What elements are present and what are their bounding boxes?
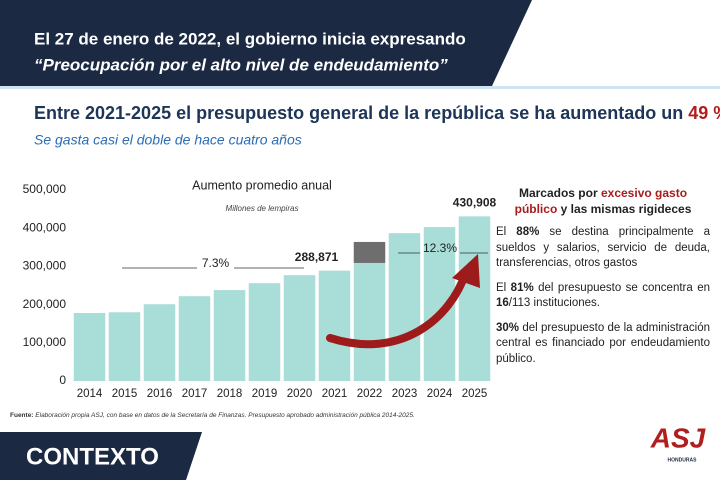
bar (353, 241, 386, 263)
bar (73, 313, 106, 381)
bar (108, 312, 141, 381)
x-tick-label: 2024 (427, 388, 453, 400)
bar (353, 262, 386, 381)
arrow-head (452, 254, 480, 288)
x-tick-label: 2023 (392, 388, 418, 400)
x-tick-label: 2025 (462, 388, 488, 400)
y-tick-label: 500,000 (23, 182, 67, 196)
annotation: 7.3% (202, 256, 230, 270)
header-banner (0, 0, 532, 86)
section-banner (0, 432, 202, 480)
section-label: CONTEXTO (26, 443, 159, 470)
bar (178, 296, 211, 381)
header-line2: “Preocupación por el alto nivel de endeu… (34, 55, 448, 74)
source-text: Elaboración propia ASJ, con base en dato… (33, 412, 415, 419)
arrow (326, 268, 470, 349)
x-tick-label: 2014 (77, 388, 103, 400)
text: /113 instituciones. (508, 297, 600, 310)
figure: 30% (496, 321, 520, 334)
source: Fuente: Elaboración propia ASJ, con base… (10, 412, 415, 419)
subtitle: Se gasta casi el doble de hace cuatro añ… (34, 132, 302, 148)
value-label: 288,871 (295, 250, 339, 264)
bar (388, 233, 421, 381)
point: El 81% del presupuesto se concentra en 1… (496, 281, 710, 312)
text: del presupuesto se concentra en (533, 281, 710, 294)
y-tick-label: 100,000 (23, 335, 67, 349)
bar (283, 275, 316, 381)
side-panel: Marcados por excesivo gasto público y la… (496, 185, 710, 377)
text: El (496, 281, 511, 294)
point: El 88% se destina principalmente a sueld… (496, 225, 710, 272)
text: El (496, 226, 517, 239)
x-tick-label: 2021 (322, 388, 348, 400)
heading-highlight: excesivo gasto público (514, 186, 688, 217)
bar (458, 216, 491, 381)
text: del presupuesto de la administración cen… (496, 321, 710, 365)
y-tick-label: 0 (59, 373, 66, 387)
y-tick-label: 300,000 (23, 259, 67, 273)
chart-title: Aumento promedio anual (192, 178, 332, 192)
y-tick-label: 400,000 (23, 220, 67, 234)
header-strip (0, 86, 720, 89)
figure: 81% (510, 281, 534, 294)
annotation: 12.3% (423, 241, 457, 255)
bar (248, 283, 281, 381)
source-label: Fuente: (10, 412, 33, 419)
text: se destina principalmente a sueldos y sa… (496, 226, 710, 270)
chart-subtitle: Millones de lempiras (226, 204, 299, 213)
heading-part: y las mismas rigideces (557, 202, 692, 217)
plot: 0 100,000 200,000 300,000 400,000 500,000 2014… (23, 182, 497, 400)
x-tick-label: 2015 (112, 388, 138, 400)
figure: 88% (516, 226, 540, 239)
logo: ASJ (650, 422, 707, 453)
value-label: 430,908 (453, 196, 497, 210)
logo-sub: HONDURAS (668, 457, 698, 463)
x-tick-label: 2016 (147, 388, 173, 400)
heading-part: Marcados por (518, 186, 601, 200)
x-tick-label: 2017 (182, 388, 208, 400)
x-tick-label: 2020 (287, 388, 313, 400)
bar (143, 304, 176, 381)
bar (213, 290, 246, 381)
x-tick-label: 2019 (252, 388, 278, 400)
header-line1: El 27 de enero de 2022, el gobierno inic… (34, 29, 466, 48)
x-tick-label: 2022 (357, 388, 383, 400)
x-tick-label: 2018 (217, 388, 243, 400)
bar (318, 270, 351, 381)
figure: 16 (496, 297, 509, 310)
headline-text: Entre 2021-2025 el presupuesto general d… (34, 103, 688, 123)
panel-heading: Marcados por excesivo gasto público y la… (496, 185, 710, 217)
point: 30% del presupuesto de la administración… (496, 321, 710, 368)
headline-highlight: 49 % (688, 103, 720, 123)
headline: Entre 2021-2025 el presupuesto general d… (34, 103, 720, 123)
y-tick-label: 200,000 (23, 297, 67, 311)
